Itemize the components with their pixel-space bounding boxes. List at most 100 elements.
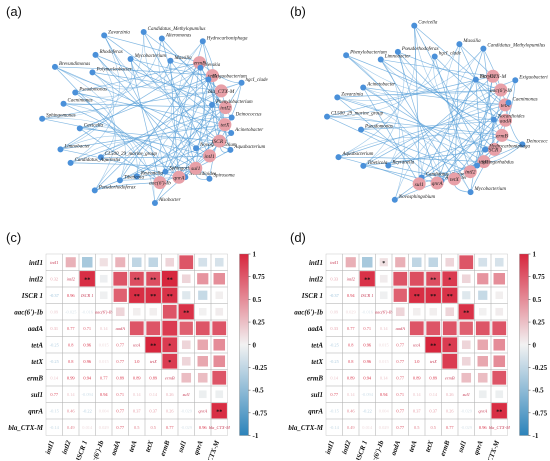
network-edge (104, 35, 200, 63)
col-label-aada: aadA (109, 439, 122, 456)
network-edge (397, 51, 509, 105)
corr-value: 0.77 (396, 376, 404, 381)
network-edge (394, 119, 494, 200)
node-tibeticola (360, 162, 367, 169)
diag-label-aac-6-ib: aac(6')-Ib (375, 310, 393, 315)
network-edge (434, 56, 471, 172)
node-qnra (172, 170, 186, 184)
node-label-ermb: ermB (194, 61, 207, 67)
node-phenylobacterium (209, 101, 216, 108)
node-label-bla-ctx-m: bla_CTX-M (480, 74, 507, 80)
color-bar-tick-label: -0.25 (253, 364, 268, 372)
node-label-nocardioides: Nocardioides (497, 115, 525, 120)
corr-square (213, 355, 226, 368)
node-pseudorhodoferax (91, 187, 98, 194)
corr-value: 0.77 (396, 425, 404, 430)
col-label-tetx: tetX (144, 439, 156, 453)
corr-square (478, 390, 487, 399)
corr-square (99, 274, 108, 283)
network-edge (54, 66, 220, 142)
network-edge (79, 75, 213, 129)
node-bla-ctx-m (214, 84, 228, 98)
network-edge (95, 54, 201, 89)
row-label-inti2: intI2 (309, 276, 324, 284)
node-label-alsobacter: Alsobacter (158, 198, 181, 203)
node-candidatus-methylopumilus (480, 45, 487, 52)
network-edge (327, 56, 435, 117)
node-label-hgci-clade: hgcI_clade (439, 51, 462, 56)
network-edge (70, 141, 186, 178)
network-edge (136, 128, 232, 177)
corr-square (212, 370, 227, 385)
corr-value: 0.77 (446, 425, 454, 430)
node-iscr-1 (212, 134, 226, 148)
node-candidatus-aquirestis (67, 159, 74, 166)
network-edge (388, 165, 455, 180)
network-edge (345, 54, 506, 121)
corr-square (442, 321, 457, 336)
node-alteromonas (158, 35, 165, 42)
network-edge (360, 25, 416, 130)
color-bar-tick-label: 0.25 (253, 319, 266, 327)
corr-value: 0.37 (149, 409, 157, 414)
network-edge (60, 54, 114, 150)
corr-square (477, 339, 488, 350)
corr-square (458, 304, 474, 320)
corr-square (493, 355, 506, 368)
node-candidatus-methylopumilus (140, 28, 147, 35)
corr-square (491, 403, 507, 419)
network-edge (380, 59, 455, 180)
diag-label-aac-6-ib: aac(6')-Ib (95, 310, 113, 315)
network-edge (158, 38, 232, 118)
node-label-candidatus-aquirestis: Candidatus_Aquirestis (426, 172, 472, 177)
corr-value: 0.77 (347, 326, 355, 331)
row-label-teta: tetA (311, 342, 323, 350)
corr-square (199, 308, 207, 316)
corr-value: -0.14 (50, 425, 60, 430)
network-edge (413, 25, 485, 162)
significance-mark: * (168, 344, 171, 350)
corr-value: 0.14 (413, 392, 421, 397)
network-edge (164, 60, 232, 134)
corr-square (395, 257, 406, 268)
corr-square (409, 321, 424, 336)
node-label-sul1: sul1 (415, 182, 424, 188)
node-label-ermb: ermB (496, 133, 509, 139)
corr-square (412, 257, 422, 267)
corr-square (211, 403, 227, 419)
network-edge (119, 137, 231, 181)
node-pseudorhodoferax (394, 48, 401, 55)
panel-label-a: (a) (6, 4, 22, 19)
corr-value: 0.029 (346, 310, 357, 315)
diag-label-sul1: sul1 (183, 392, 190, 397)
network-edge (79, 128, 161, 183)
corr-square (181, 274, 191, 284)
node-iscr-1 (488, 142, 502, 156)
network-edge (363, 87, 405, 200)
corr-value: 0.26 (446, 409, 454, 414)
corr-square (148, 257, 158, 267)
corr-square (478, 257, 488, 267)
node-label-limnobacter: Limnobacter (63, 144, 90, 149)
node-aquabacterium (227, 146, 234, 153)
node-label-aquabacterium: Aquabacterium (233, 145, 265, 150)
network-edge (345, 55, 400, 166)
node-brevundimonas (51, 63, 58, 70)
network-edge (60, 135, 166, 172)
node-label-tetx: tetX (220, 123, 229, 129)
corr-square (178, 304, 194, 320)
node-nevskia (472, 76, 479, 83)
corr-square (145, 336, 162, 353)
node-label-candidatus-methylopumilus: Candidatus_Methylopumilus (487, 44, 545, 49)
node-label-phenylobacterium: Phenylobacterium (215, 100, 253, 105)
node-zavarzinia (334, 94, 341, 101)
corr-value: 0.77 (396, 359, 404, 364)
node-label-candidatus-methylopumilus: Candidatus_Methylopumilus (148, 27, 206, 32)
node-deinococcus (519, 141, 526, 148)
node-label-brevundimonas: Brevundimonas (59, 62, 90, 67)
corr-square (162, 353, 178, 369)
node-label-bla-ctx-m: bla_CTX-M (208, 89, 235, 95)
corr-value: 0.015 (99, 359, 110, 364)
significance-mark: ** (216, 410, 222, 416)
network-edge (361, 119, 506, 130)
